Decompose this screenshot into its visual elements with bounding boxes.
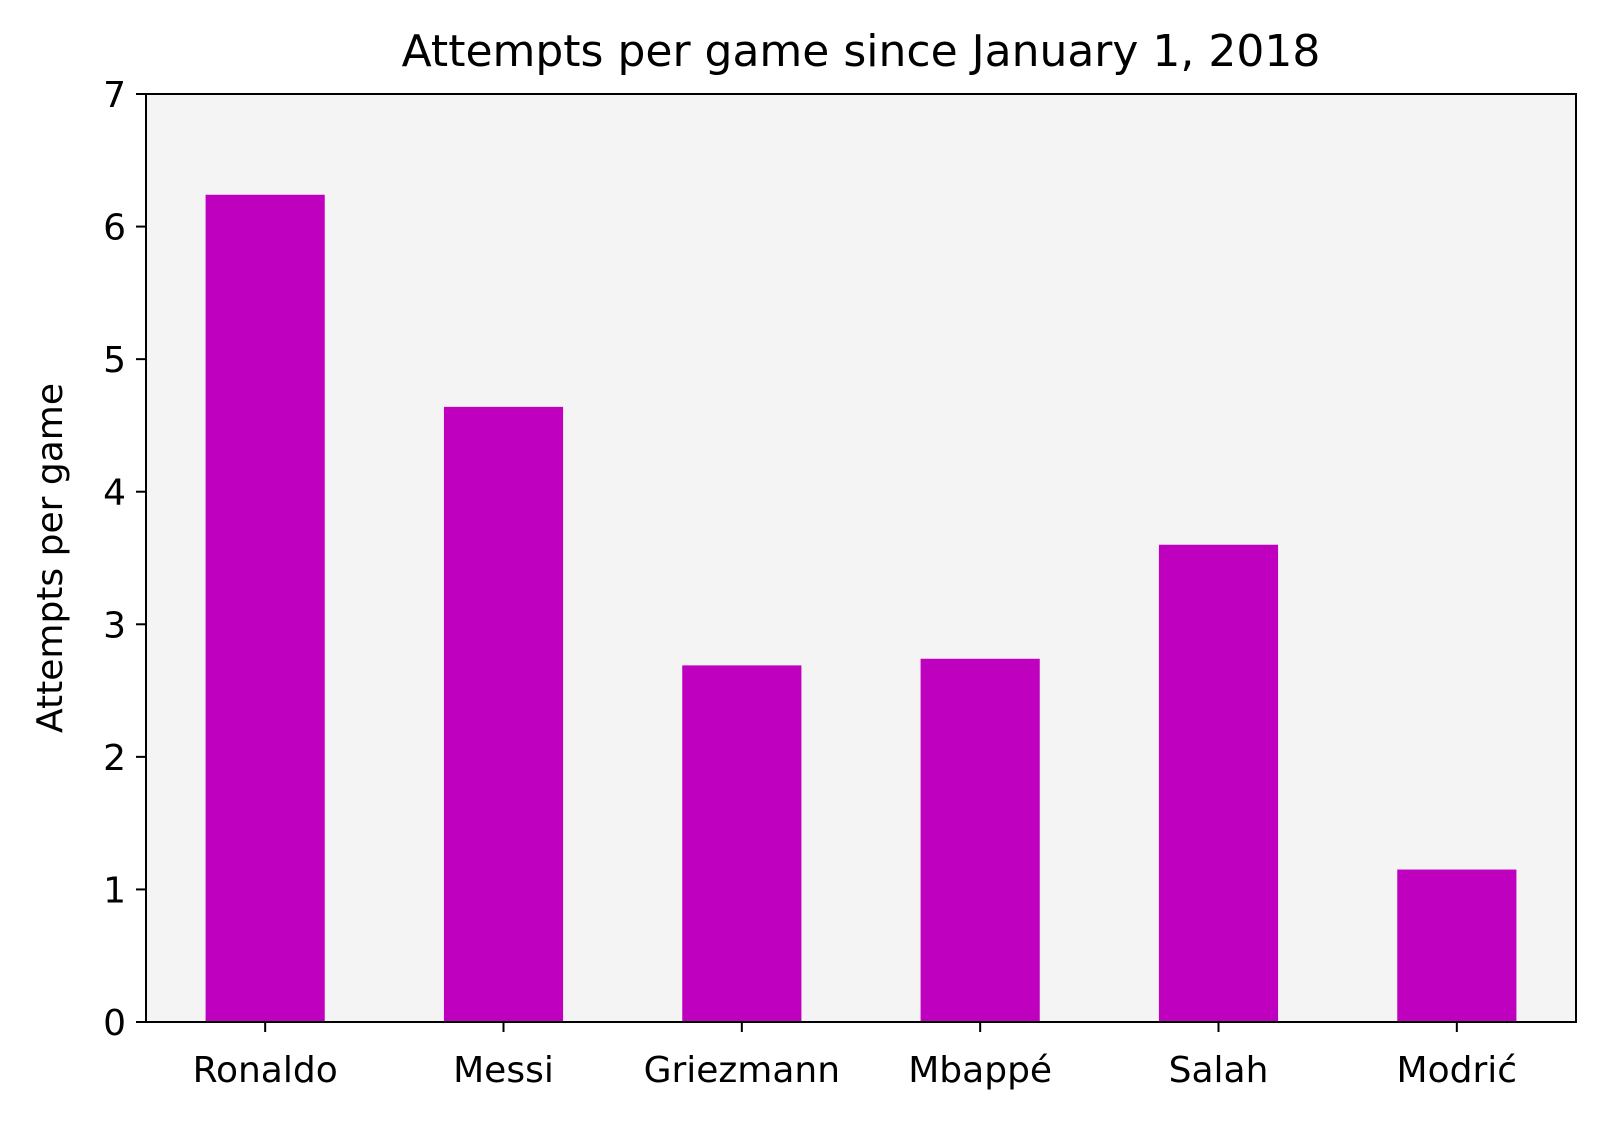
plot-area-frame xyxy=(145,93,1577,1023)
bar-5 xyxy=(1397,869,1517,1022)
y-axis: 0 1 2 3 4 5 6 7 xyxy=(103,75,146,1044)
bar-0 xyxy=(205,194,325,1023)
y-tick-label-5: 5 xyxy=(103,340,126,381)
y-tick-label-2: 2 xyxy=(103,738,126,779)
bar-1 xyxy=(443,406,564,1023)
x-tick-label-3: Mbappé xyxy=(908,1050,1052,1091)
x-tick-label-5: Modrić xyxy=(1397,1050,1518,1091)
bar-4 xyxy=(1158,544,1279,1022)
bar-2 xyxy=(682,665,802,1022)
y-tick-label-0: 0 xyxy=(103,1003,126,1044)
y-tick-label-3: 3 xyxy=(103,605,126,646)
y-tick-label-1: 1 xyxy=(103,870,126,911)
x-tick-label-1: Messi xyxy=(453,1050,554,1091)
x-tick-label-4: Salah xyxy=(1169,1050,1269,1091)
y-axis-label: Attempts per game xyxy=(30,383,71,733)
y-tick-label-4: 4 xyxy=(103,473,126,514)
y-tick-label-6: 6 xyxy=(103,208,126,249)
bars-group xyxy=(205,194,1517,1023)
bar-3 xyxy=(920,658,1040,1022)
chart-title: Attempts per game since January 1, 2018 xyxy=(402,26,1321,77)
x-tick-label-2: Griezmann xyxy=(644,1050,841,1091)
y-tick-label-7: 7 xyxy=(103,75,126,116)
x-axis: Ronaldo Messi Griezmann Mbappé Salah Modrić xyxy=(193,1022,1518,1091)
plot-area-background xyxy=(146,94,1576,1022)
x-tick-label-0: Ronaldo xyxy=(193,1050,338,1091)
